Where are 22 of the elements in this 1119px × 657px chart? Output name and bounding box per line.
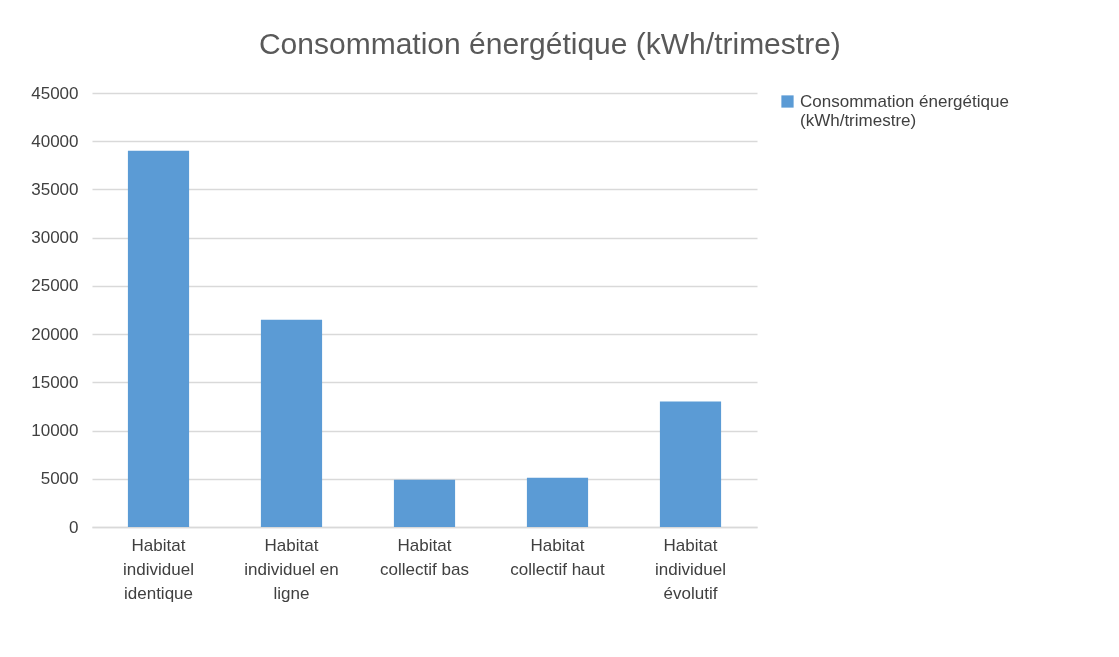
y-tick-label: 45000 — [31, 83, 79, 103]
x-tick-label: Habitat collectif bas — [380, 535, 469, 579]
y-tick-label: 25000 — [31, 276, 79, 296]
x-tick-label: Habitat individuel identique — [123, 535, 194, 603]
bar — [526, 477, 589, 527]
y-tick-label: 0 — [69, 517, 79, 537]
y-tick-label: 20000 — [31, 324, 79, 344]
x-tick-label: Habitat individuel évolutif — [655, 535, 726, 603]
bar — [127, 150, 190, 527]
y-tick-label: 15000 — [31, 372, 79, 392]
bar — [260, 319, 323, 527]
y-tick-label: 10000 — [31, 421, 79, 441]
bar — [393, 479, 456, 527]
y-tick-label: 30000 — [31, 228, 79, 248]
y-tick-label: 35000 — [31, 179, 79, 199]
chart-title: Consommation énergétique (kWh/trimestre) — [258, 27, 841, 60]
x-tick-label: Habitat individuel en ligne — [244, 535, 339, 603]
y-tick-label: 5000 — [40, 469, 79, 489]
bar — [659, 401, 722, 527]
legend-label: Consommation énergétique (kWh/trimestre) — [800, 91, 1009, 130]
x-tick-label: Habitat collectif haut — [510, 535, 606, 579]
y-tick-label: 40000 — [31, 131, 79, 151]
